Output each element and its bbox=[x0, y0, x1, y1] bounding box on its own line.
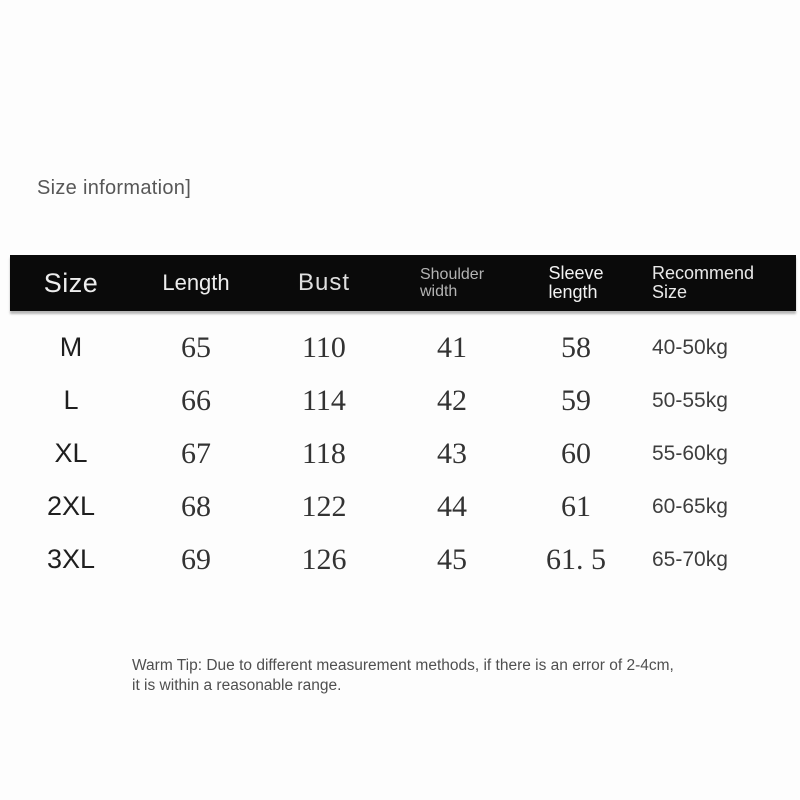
cell-shoulder-width: 41 bbox=[437, 330, 467, 364]
cell-bust: 110 bbox=[302, 330, 346, 364]
table-row-xl: XL 67 118 43 60 55-60kg bbox=[10, 427, 796, 480]
cell-shoulder-width: 43 bbox=[437, 436, 467, 470]
warm-tip-line1: Warm Tip: Due to different measurement m… bbox=[132, 657, 674, 674]
cell-recommend-weight: 60-65kg bbox=[652, 494, 728, 518]
column-header-sleeve-length: Sleeve length bbox=[516, 264, 636, 302]
cell-bust: 122 bbox=[301, 489, 347, 523]
cell-recommend-weight: 55-60kg bbox=[652, 441, 728, 465]
cell-sleeve-length: 59 bbox=[561, 383, 591, 417]
cell-sleeve-length: 60 bbox=[561, 436, 591, 470]
table-row-2xl: 2XL 68 122 44 61 60-65kg bbox=[10, 480, 796, 533]
cell-sleeve-length: 61 bbox=[561, 489, 591, 523]
column-header-recommend-size: Recommend Size bbox=[636, 264, 796, 302]
cell-bust: 126 bbox=[301, 542, 347, 576]
table-row-m: M 65 110 41 58 40-50kg bbox=[10, 321, 796, 374]
cell-sleeve-length: 58 bbox=[561, 330, 591, 364]
warm-tip-note: Warm Tip: Due to different measurement m… bbox=[132, 656, 674, 695]
cell-size: 2XL bbox=[46, 491, 96, 521]
column-header-size: Size bbox=[43, 267, 99, 298]
cell-size: L bbox=[63, 385, 79, 415]
cell-recommend-weight: 65-70kg bbox=[652, 547, 728, 571]
cell-shoulder-width: 44 bbox=[437, 489, 467, 523]
cell-size: XL bbox=[54, 438, 88, 468]
cell-bust: 118 bbox=[302, 436, 346, 470]
cell-length: 65 bbox=[181, 330, 211, 364]
warm-tip-line2: it is within a reasonable range. bbox=[132, 676, 342, 694]
column-header-recommend-line2: Size bbox=[652, 282, 688, 302]
cell-shoulder-width: 42 bbox=[437, 383, 467, 417]
size-chart-body: M 65 110 41 58 40-50kg L 66 114 42 59 50… bbox=[10, 321, 796, 586]
page-title: Size information] bbox=[37, 177, 192, 199]
cell-length: 66 bbox=[181, 383, 211, 417]
column-header-sleeve-line1: Sleeve bbox=[548, 263, 604, 283]
cell-sleeve-length: 61. 5 bbox=[546, 542, 606, 576]
cell-recommend-weight: 50-55kg bbox=[652, 388, 728, 412]
size-chart-table: Size Length Bust Shoulder width Sleeve l… bbox=[10, 255, 796, 586]
column-header-recommend-line1: Recommend bbox=[652, 263, 755, 283]
cell-bust: 114 bbox=[302, 383, 346, 417]
column-header-shoulder-width: Shoulder width bbox=[388, 266, 516, 300]
cell-length: 69 bbox=[181, 542, 211, 576]
table-row-l: L 66 114 42 59 50-55kg bbox=[10, 374, 796, 427]
column-header-sleeve-line2: length bbox=[548, 282, 598, 302]
column-header-bust: Bust bbox=[297, 269, 351, 296]
cell-length: 68 bbox=[181, 489, 211, 523]
cell-size: M bbox=[59, 332, 83, 362]
column-header-shoulder-line1: Shoulder bbox=[419, 266, 485, 283]
column-header-shoulder-line2: width bbox=[419, 283, 458, 300]
cell-size: 3XL bbox=[46, 544, 96, 574]
column-header-length: Length bbox=[162, 270, 230, 295]
cell-shoulder-width: 45 bbox=[437, 542, 467, 576]
cell-recommend-weight: 40-50kg bbox=[652, 335, 728, 359]
cell-length: 67 bbox=[181, 436, 211, 470]
table-row-3xl: 3XL 69 126 45 61. 5 65-70kg bbox=[10, 533, 796, 586]
size-chart-header-bar: Size Length Bust Shoulder width Sleeve l… bbox=[10, 255, 796, 311]
